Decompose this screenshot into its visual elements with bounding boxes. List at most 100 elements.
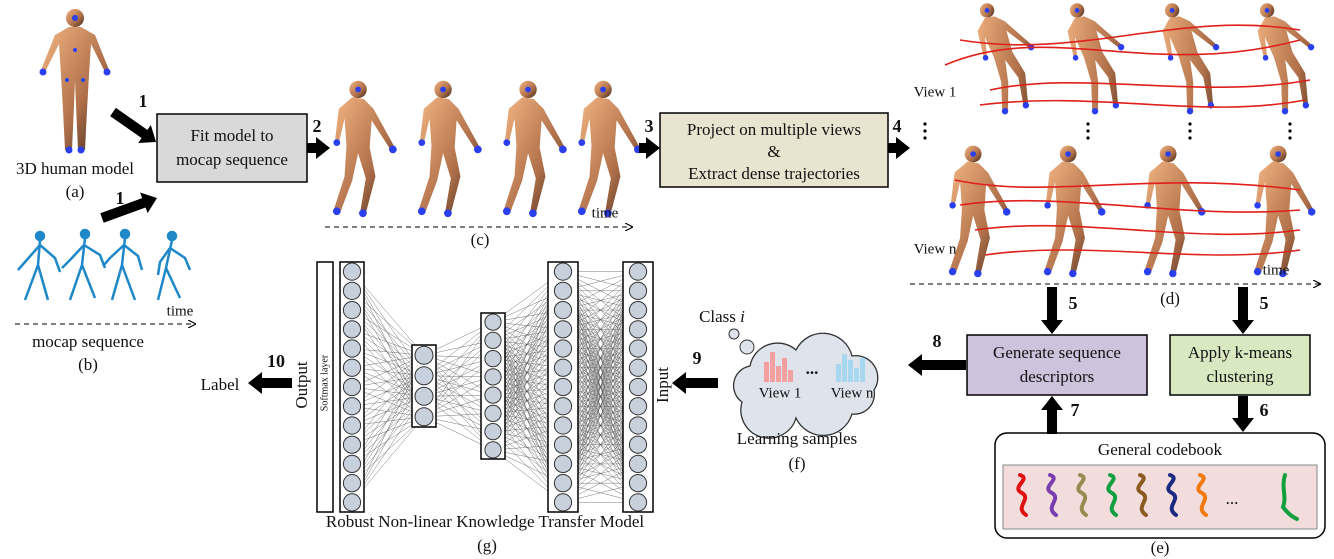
- box-text: Fit model to: [190, 126, 273, 145]
- model-title: Robust Non-linear Knowledge Transfer Mod…: [326, 512, 645, 531]
- flow-arrow: [100, 192, 157, 222]
- neuron: [343, 263, 360, 280]
- box-text: descriptors: [1020, 367, 1095, 386]
- class-var: i: [740, 307, 745, 326]
- codebook-title: General codebook: [1098, 440, 1223, 459]
- neuron: [554, 494, 571, 511]
- ellipsis: ...: [806, 359, 819, 378]
- neuron: [554, 282, 571, 299]
- flow-arrow: [248, 372, 292, 394]
- view-label: View n: [831, 385, 874, 401]
- class-label: Class i: [699, 307, 745, 326]
- neuron: [343, 455, 360, 472]
- neuron: [629, 475, 646, 492]
- neuron: [554, 359, 571, 376]
- caption: (e): [1151, 538, 1170, 557]
- box-text: clustering: [1206, 367, 1274, 386]
- flow-arrow: [908, 354, 966, 376]
- label: Learning samples: [737, 429, 857, 448]
- neuron: [554, 475, 571, 492]
- step-number: 1: [116, 188, 125, 208]
- label: Label: [201, 375, 240, 394]
- axis-label: time: [167, 303, 194, 319]
- fitted-figure: [333, 81, 397, 217]
- neuron: [415, 408, 433, 426]
- flow-arrow: [1232, 396, 1254, 432]
- neuron: [554, 455, 571, 472]
- caption: (d): [1160, 289, 1180, 308]
- axis-label: time: [592, 205, 619, 221]
- thought-bubble: [729, 329, 739, 339]
- flow-arrow: [110, 108, 156, 143]
- caption: (g): [477, 536, 497, 555]
- box-text: Generate sequence: [993, 343, 1121, 362]
- neuron: [343, 321, 360, 338]
- neuron: [629, 417, 646, 434]
- neuron: [629, 494, 646, 511]
- neuron: [629, 282, 646, 299]
- caption: (b): [78, 355, 98, 374]
- fitted-figure: [578, 81, 642, 217]
- vertical-dots: [923, 122, 1291, 139]
- neuron: [343, 301, 360, 318]
- neuron: [415, 387, 433, 405]
- neuron: [554, 321, 571, 338]
- step-number: 7: [1071, 400, 1080, 420]
- label: 3D human model: [16, 159, 134, 178]
- neuron: [554, 378, 571, 395]
- fitted-figure: [503, 81, 567, 217]
- neuron: [415, 346, 433, 364]
- process-box: [157, 114, 307, 182]
- flow-arrow: [307, 137, 330, 159]
- class-word: Class: [699, 307, 736, 326]
- neuron: [629, 301, 646, 318]
- step-number: 6: [1260, 400, 1269, 420]
- neuron: [343, 398, 360, 415]
- flow-arrow: [672, 372, 718, 394]
- neuron: [485, 387, 501, 403]
- flow-arrow: [1041, 396, 1063, 434]
- caption: (c): [471, 230, 490, 249]
- neuron: [485, 424, 501, 440]
- neuron: [343, 494, 360, 511]
- neuron: [343, 475, 360, 492]
- neuron: [343, 359, 360, 376]
- view-label: View n: [914, 241, 957, 257]
- neuron: [554, 263, 571, 280]
- flow-arrow: [1041, 287, 1063, 334]
- neuron: [629, 321, 646, 338]
- box-text: mocap sequence: [176, 150, 288, 169]
- step-number: 8: [933, 331, 942, 351]
- neuron: [485, 314, 501, 330]
- human-figure: [40, 9, 111, 154]
- caption: (f): [789, 454, 806, 473]
- step-number: 5: [1260, 293, 1269, 313]
- neuron: [629, 378, 646, 395]
- network: [340, 262, 653, 512]
- neuron: [485, 442, 501, 458]
- neuron: [629, 359, 646, 376]
- neuron: [415, 367, 433, 385]
- ellipsis: ...: [1226, 489, 1239, 508]
- neuron: [629, 340, 646, 357]
- step-number: 2: [313, 116, 322, 136]
- neuron: [485, 332, 501, 348]
- neuron: [554, 436, 571, 453]
- label: mocap sequence: [32, 332, 144, 351]
- neuron: [343, 436, 360, 453]
- neuron: [485, 351, 501, 367]
- neuron: [343, 282, 360, 299]
- step-number: 3: [645, 116, 654, 136]
- flow-arrow: [1232, 287, 1254, 334]
- neuron: [629, 455, 646, 472]
- neuron: [343, 340, 360, 357]
- mocap-skeletons: [18, 230, 190, 300]
- neuron: [485, 369, 501, 385]
- axis-label: time: [1263, 262, 1290, 278]
- fitted-figure: [418, 81, 482, 217]
- flow-arrow: [639, 137, 660, 159]
- box-text: Extract dense trajectories: [688, 164, 860, 183]
- box-text: Project on multiple views: [687, 120, 861, 139]
- neuron: [554, 340, 571, 357]
- neuron: [554, 417, 571, 434]
